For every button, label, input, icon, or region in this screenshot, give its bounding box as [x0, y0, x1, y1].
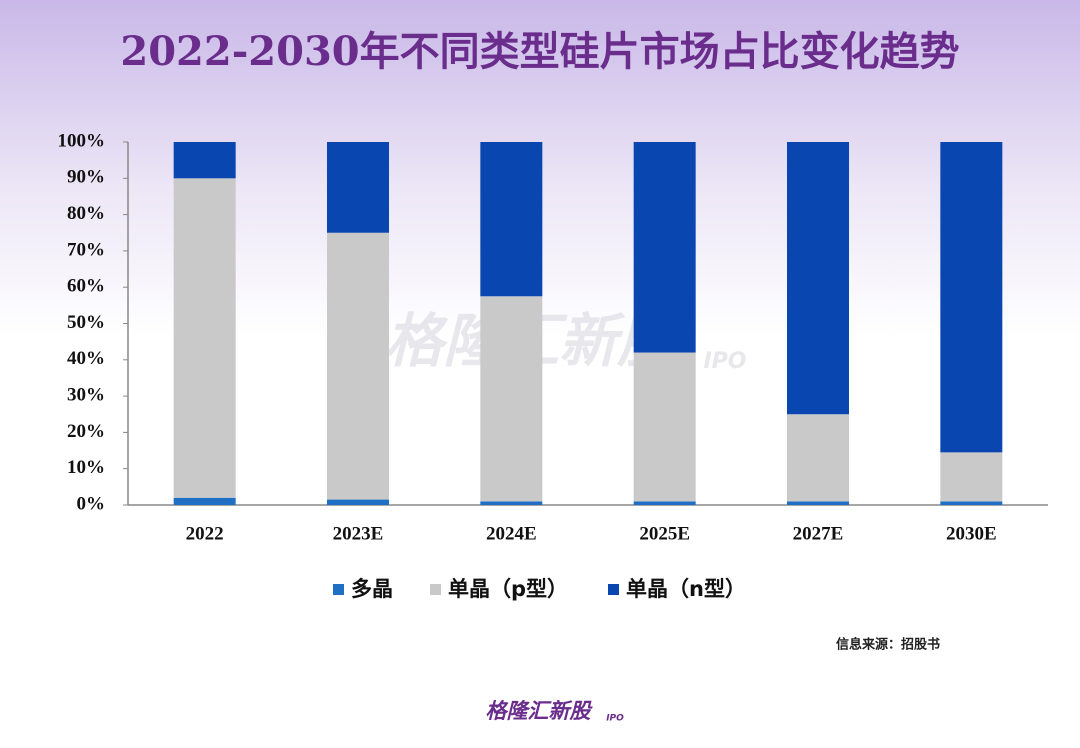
bar-segment — [633, 352, 696, 502]
bar-segment — [940, 501, 1003, 505]
bar-segment — [327, 142, 389, 233]
y-tick-label: 30% — [67, 384, 105, 405]
legend-swatch — [430, 584, 441, 595]
footer-logo-tag: IPO — [606, 714, 624, 724]
x-tick-label: 2027E — [793, 523, 844, 544]
bar-segment — [327, 499, 389, 505]
legend-label: 多晶 — [351, 577, 393, 601]
bar-segment — [633, 501, 696, 505]
y-tick-label: 50% — [67, 312, 105, 333]
x-tick-label: 2022 — [186, 523, 224, 544]
chart-title: 2022-2030年不同类型硅片市场占比变化趋势 — [120, 28, 959, 75]
bar-segment — [633, 142, 696, 353]
bar-segment — [787, 414, 849, 502]
legend-swatch — [608, 584, 619, 595]
legend-swatch — [333, 584, 344, 595]
bar-segment — [173, 497, 236, 505]
watermark-tag: IPO — [703, 349, 746, 374]
x-tick-label: 2024E — [486, 523, 537, 544]
bar-segment — [940, 142, 1003, 453]
y-tick-label: 60% — [67, 276, 105, 297]
bar-segment — [480, 142, 543, 297]
bar-segment — [173, 178, 236, 498]
bar-segment — [327, 232, 389, 500]
bar-segment — [940, 452, 1003, 502]
y-tick-label: 10% — [67, 457, 105, 478]
y-tick-label: 0% — [77, 493, 106, 514]
x-tick-label: 2025E — [639, 523, 690, 544]
bar-segment — [787, 501, 849, 505]
legend-label: 单晶（n型） — [626, 577, 746, 601]
x-tick-label: 2030E — [946, 523, 997, 544]
y-tick-label: 90% — [67, 167, 105, 188]
bar-segment — [480, 501, 543, 505]
y-tick-label: 80% — [67, 203, 105, 224]
bar-segment — [480, 296, 543, 502]
y-tick-label: 100% — [58, 130, 106, 151]
x-tick-label: 2023E — [333, 523, 384, 544]
y-tick-label: 70% — [67, 239, 105, 260]
footer-logo: 格隆汇新股 — [486, 699, 594, 723]
source-note: 信息来源：招股书 — [836, 637, 940, 653]
bar-segment — [173, 142, 236, 179]
y-tick-label: 20% — [67, 421, 105, 442]
y-tick-label: 40% — [67, 348, 105, 369]
bar-segment — [787, 142, 849, 415]
legend-label: 单晶（p型） — [448, 577, 568, 601]
